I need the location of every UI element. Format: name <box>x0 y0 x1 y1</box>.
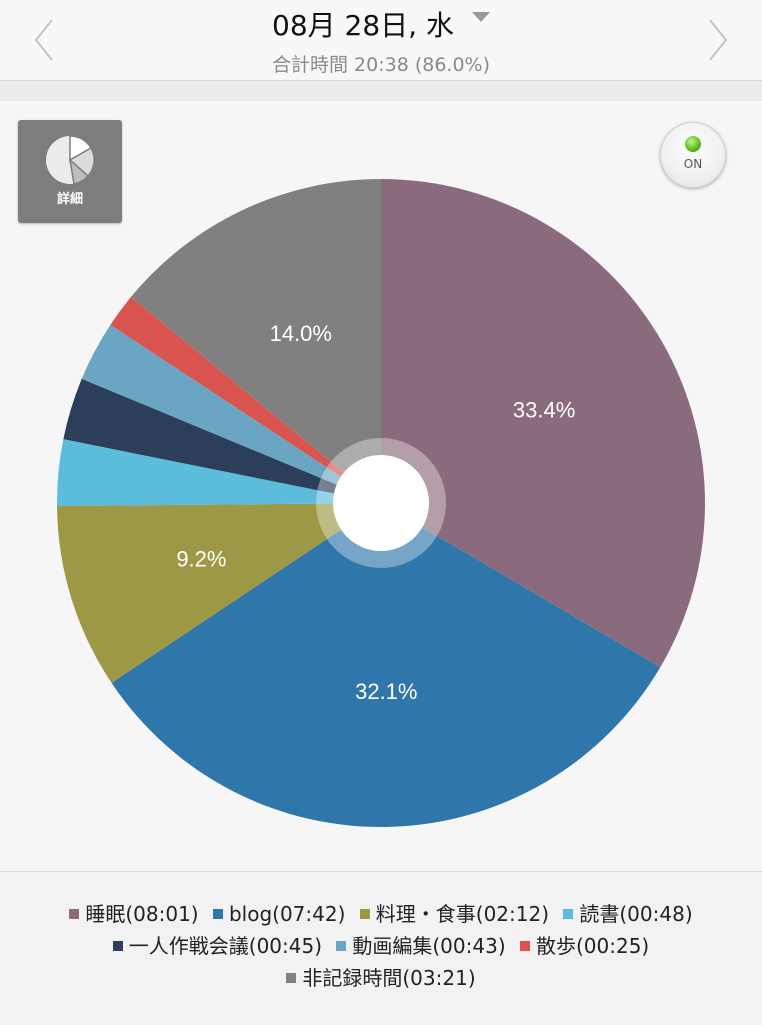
legend: 睡眠(08:01) blog(07:42) 料理・食事(02:12) 読書(00… <box>0 871 762 1025</box>
legend-item: 料理・食事(02:12) <box>359 898 550 927</box>
legend-swatch <box>286 972 297 983</box>
pie-slice[interactable] <box>81 324 381 503</box>
legend-swatch <box>359 908 370 919</box>
legend-item-label: 料理・食事(02:12) <box>375 902 550 926</box>
pie-slice[interactable] <box>381 179 705 668</box>
date-title[interactable]: 08月 28日, 水 <box>0 6 762 46</box>
legend-row-1: 睡眠(08:01) blog(07:42) 料理・食事(02:12) 読書(00… <box>0 898 762 927</box>
pie-chart-icon <box>46 135 95 185</box>
legend-item: 睡眠(08:01) <box>69 898 199 927</box>
legend-swatch <box>212 908 223 919</box>
previous-day-arrow-icon[interactable] <box>30 18 60 62</box>
legend-item-label: 動画編集(00:43) <box>352 934 506 958</box>
green-led-icon <box>685 136 701 152</box>
legend-item-label: 睡眠(08:01) <box>85 902 199 926</box>
pie-slice-label: 9.2% <box>176 546 226 571</box>
on-toggle-label: ON <box>683 157 703 171</box>
detail-button-label: 詳細 <box>56 192 83 207</box>
legend-swatch <box>69 908 80 919</box>
legend-swatch <box>519 940 530 951</box>
on-toggle-button[interactable]: ON <box>660 122 726 188</box>
legend-item: 動画編集(00:43) <box>336 930 506 959</box>
legend-item-label: 非記録時間(03:21) <box>302 966 476 990</box>
pie-slice-label: 32.1% <box>355 679 417 704</box>
legend-item-label: 散歩(00:25) <box>535 934 650 958</box>
legend-item: 一人作戦会議(00:45) <box>112 930 323 959</box>
date-title-text: 08月 28日, 水 <box>272 9 454 42</box>
pie-slice[interactable] <box>56 439 381 507</box>
legend-row-3: 非記録時間(03:21) <box>0 962 762 991</box>
pie-slice-label: 33.4% <box>513 398 575 423</box>
legend-item-label: 一人作戦会議(00:45) <box>128 934 323 958</box>
pie-center-hole <box>333 455 429 551</box>
legend-swatch <box>563 908 574 919</box>
pie-chart[interactable]: 33.4% 32.1% 9.2% 14.0% <box>0 101 762 871</box>
header-divider-band <box>0 81 762 101</box>
legend-item-label: 読書(00:48) <box>579 902 693 926</box>
legend-item: 散歩(00:25) <box>519 930 650 959</box>
pie-slice[interactable] <box>110 296 381 503</box>
pie-slice[interactable] <box>111 503 661 828</box>
total-time-subtitle: 合計時間 20:38 (86.0%) <box>271 54 491 76</box>
legend-item-label: blog(07:42) <box>228 902 346 926</box>
pie-slice[interactable] <box>57 503 381 683</box>
detail-button[interactable]: 詳細 <box>18 120 122 223</box>
pie-slice[interactable] <box>63 378 381 503</box>
next-day-arrow-icon[interactable] <box>702 18 732 62</box>
legend-item: blog(07:42) <box>212 902 346 926</box>
pie-slice-label: 14.0% <box>270 321 332 346</box>
date-header: 08月 28日, 水 合計時間 20:38 (86.0%) <box>0 0 762 81</box>
dropdown-triangle-icon <box>471 12 490 22</box>
legend-item: 非記録時間(03:21) <box>286 962 476 991</box>
pie-slice[interactable] <box>130 179 381 503</box>
legend-swatch <box>112 940 123 951</box>
legend-row-2: 一人作戦会議(00:45) 動画編集(00:43) 散歩(00:25) <box>0 930 762 959</box>
legend-swatch <box>336 940 347 951</box>
legend-item: 読書(00:48) <box>563 898 693 927</box>
